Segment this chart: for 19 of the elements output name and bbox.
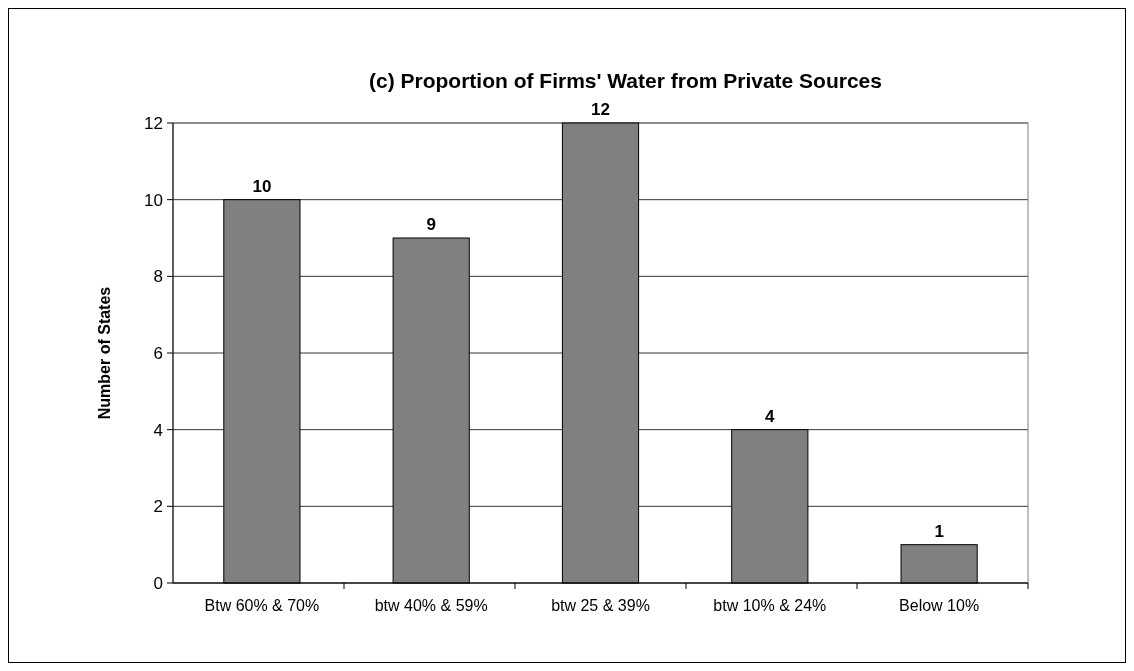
y-tick-label: 6 xyxy=(153,343,163,363)
x-tick-label: btw 10% & 24% xyxy=(713,597,827,614)
x-tick-label: Btw 60% & 70% xyxy=(204,597,320,614)
y-axis-title: Number of States xyxy=(96,286,113,420)
y-tick-label: 10 xyxy=(144,190,163,210)
data-label: 10 xyxy=(252,176,272,196)
y-tick-label: 0 xyxy=(153,573,163,593)
chart-title: (c) Proportion of Firms' Water from Private Sources xyxy=(369,69,882,92)
y-tick-label: 8 xyxy=(153,267,163,287)
x-tick-label: btw 40% & 59% xyxy=(374,597,488,614)
data-label: 12 xyxy=(591,100,610,119)
x-tick-label: btw 25 & 39% xyxy=(551,597,650,614)
x-tick-label: Below 10% xyxy=(899,597,980,614)
data-label: 4 xyxy=(765,406,776,426)
data-label: 9 xyxy=(426,215,436,234)
y-tick-label: 2 xyxy=(153,497,163,517)
y-tick-label: 4 xyxy=(153,420,163,440)
y-tick-label: 12 xyxy=(144,113,163,133)
data-label: 1 xyxy=(934,521,944,541)
